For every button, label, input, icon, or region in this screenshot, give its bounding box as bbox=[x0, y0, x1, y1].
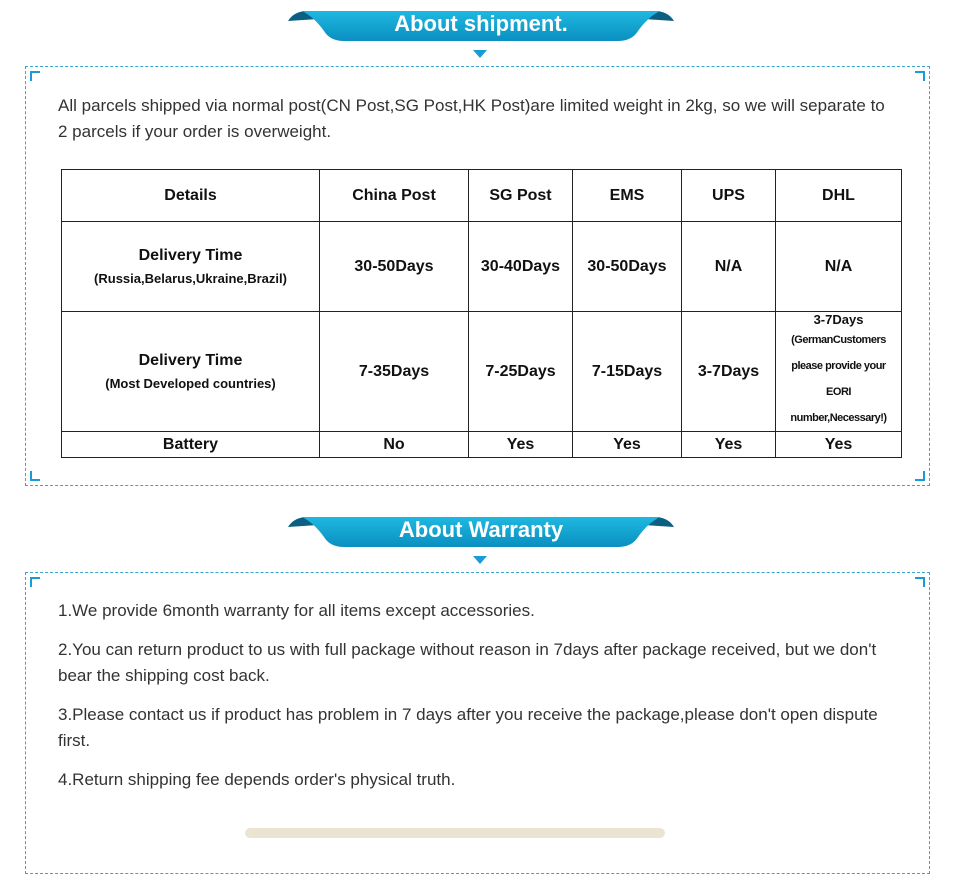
cell: 30-40Days bbox=[468, 221, 573, 312]
warranty-title: About Warranty bbox=[398, 517, 564, 542]
shipping-table: Details China Post SG Post EMS UPS DHL D… bbox=[61, 169, 902, 458]
shipment-title: About shipment. bbox=[394, 11, 568, 36]
shipment-box: All parcels shipped via normal post(CN P… bbox=[25, 66, 930, 486]
warranty-item: 1.We provide 6month warranty for all ite… bbox=[58, 601, 535, 620]
header-sg-post: SG Post bbox=[468, 169, 573, 222]
warranty-item: 2.You can return product to us with full… bbox=[58, 640, 877, 685]
cell: 3-7Days bbox=[813, 312, 864, 327]
table-row: Delivery Time (Most Developed countries) … bbox=[61, 311, 902, 432]
header-china-post: China Post bbox=[319, 169, 469, 222]
row-sub: (Russia,Belarus,Ukraine,Brazil) bbox=[94, 271, 287, 286]
cell: 30-50Days bbox=[319, 221, 469, 312]
bottom-button[interactable] bbox=[245, 828, 665, 838]
warranty-item: 4.Return shipping fee depends order's ph… bbox=[58, 770, 456, 789]
warranty-banner: About Warranty bbox=[288, 515, 674, 549]
cell: Yes bbox=[775, 431, 902, 458]
table-row: Battery No Yes Yes Yes Yes bbox=[61, 431, 902, 458]
cell: Yes bbox=[681, 431, 776, 458]
cell: 7-35Days bbox=[319, 311, 469, 432]
row-label: Delivery Time bbox=[138, 247, 243, 264]
header-details: Details bbox=[61, 169, 320, 222]
table-row: Delivery Time (Russia,Belarus,Ukraine,Bra… bbox=[61, 221, 902, 312]
cell: No bbox=[319, 431, 469, 458]
shipment-intro: All parcels shipped via normal post(CN P… bbox=[58, 96, 885, 141]
row-label: Delivery Time bbox=[138, 352, 243, 369]
row-sub: (Most Developed countries) bbox=[105, 376, 276, 391]
header-ups: UPS bbox=[681, 169, 776, 222]
cell: 7-15Days bbox=[572, 311, 682, 432]
header-ems: EMS bbox=[572, 169, 682, 222]
arrow-down-icon bbox=[473, 50, 487, 58]
arrow-down-icon bbox=[473, 556, 487, 564]
dhl-note: (GermanCustomers please provide your EOR… bbox=[790, 334, 887, 424]
cell: Yes bbox=[468, 431, 573, 458]
warranty-box: 1.We provide 6month warranty for all ite… bbox=[25, 572, 930, 874]
cell: 3-7Days bbox=[681, 311, 776, 432]
shipment-banner: About shipment. bbox=[288, 9, 674, 43]
header-dhl: DHL bbox=[775, 169, 902, 222]
cell: N/A bbox=[775, 221, 902, 312]
cell: 30-50Days bbox=[572, 221, 682, 312]
row-label: Battery bbox=[61, 431, 320, 458]
warranty-item: 3.Please contact us if product has probl… bbox=[58, 705, 878, 750]
cell: N/A bbox=[681, 221, 776, 312]
cell: Yes bbox=[572, 431, 682, 458]
cell: 7-25Days bbox=[468, 311, 573, 432]
